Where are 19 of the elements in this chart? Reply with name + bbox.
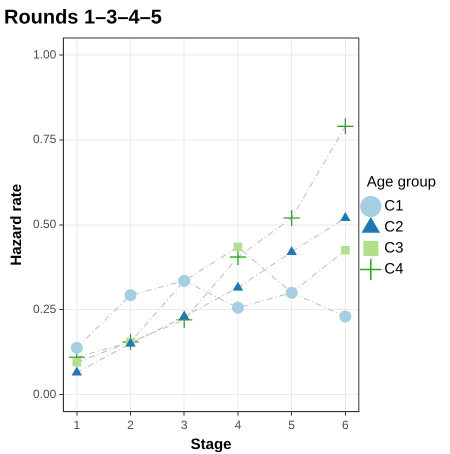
legend-title: Age group [366, 174, 436, 191]
x-axis-title: Stage [190, 436, 232, 454]
x-tick-label: 5 [288, 418, 296, 432]
legend-label: C1 [384, 198, 404, 215]
legend-label: C4 [384, 260, 404, 278]
y-tick-label: 0.50 [32, 217, 57, 232]
y-tick-label: 0.75 [32, 132, 57, 146]
y-tick-label: 0.25 [32, 302, 57, 316]
chart-title: Rounds 1–3–4–5 [4, 6, 162, 29]
x-tick-label: 4 [234, 418, 242, 432]
legend-label: C2 [384, 218, 404, 236]
legend-label: C3 [384, 240, 404, 257]
y-tick-label: 0.00 [32, 386, 57, 401]
y-axis-title: Hazard rate [8, 184, 26, 266]
x-tick-label: 1 [73, 418, 80, 432]
x-tick-label: 3 [180, 418, 188, 432]
x-tick-label: 6 [342, 418, 350, 432]
x-tick-label: 2 [127, 418, 134, 432]
y-tick-label: 1.00 [32, 47, 57, 62]
